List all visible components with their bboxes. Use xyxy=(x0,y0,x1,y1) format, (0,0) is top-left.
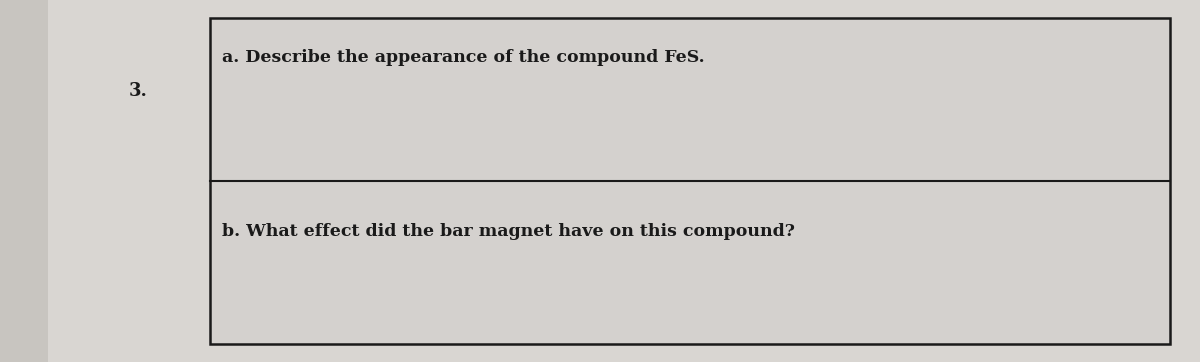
Text: a. Describe the appearance of the compound FeS.: a. Describe the appearance of the compou… xyxy=(222,50,704,66)
Bar xyxy=(210,18,1170,344)
Text: b. What effect did the bar magnet have on this compound?: b. What effect did the bar magnet have o… xyxy=(222,223,794,240)
Text: 3.: 3. xyxy=(128,81,148,100)
